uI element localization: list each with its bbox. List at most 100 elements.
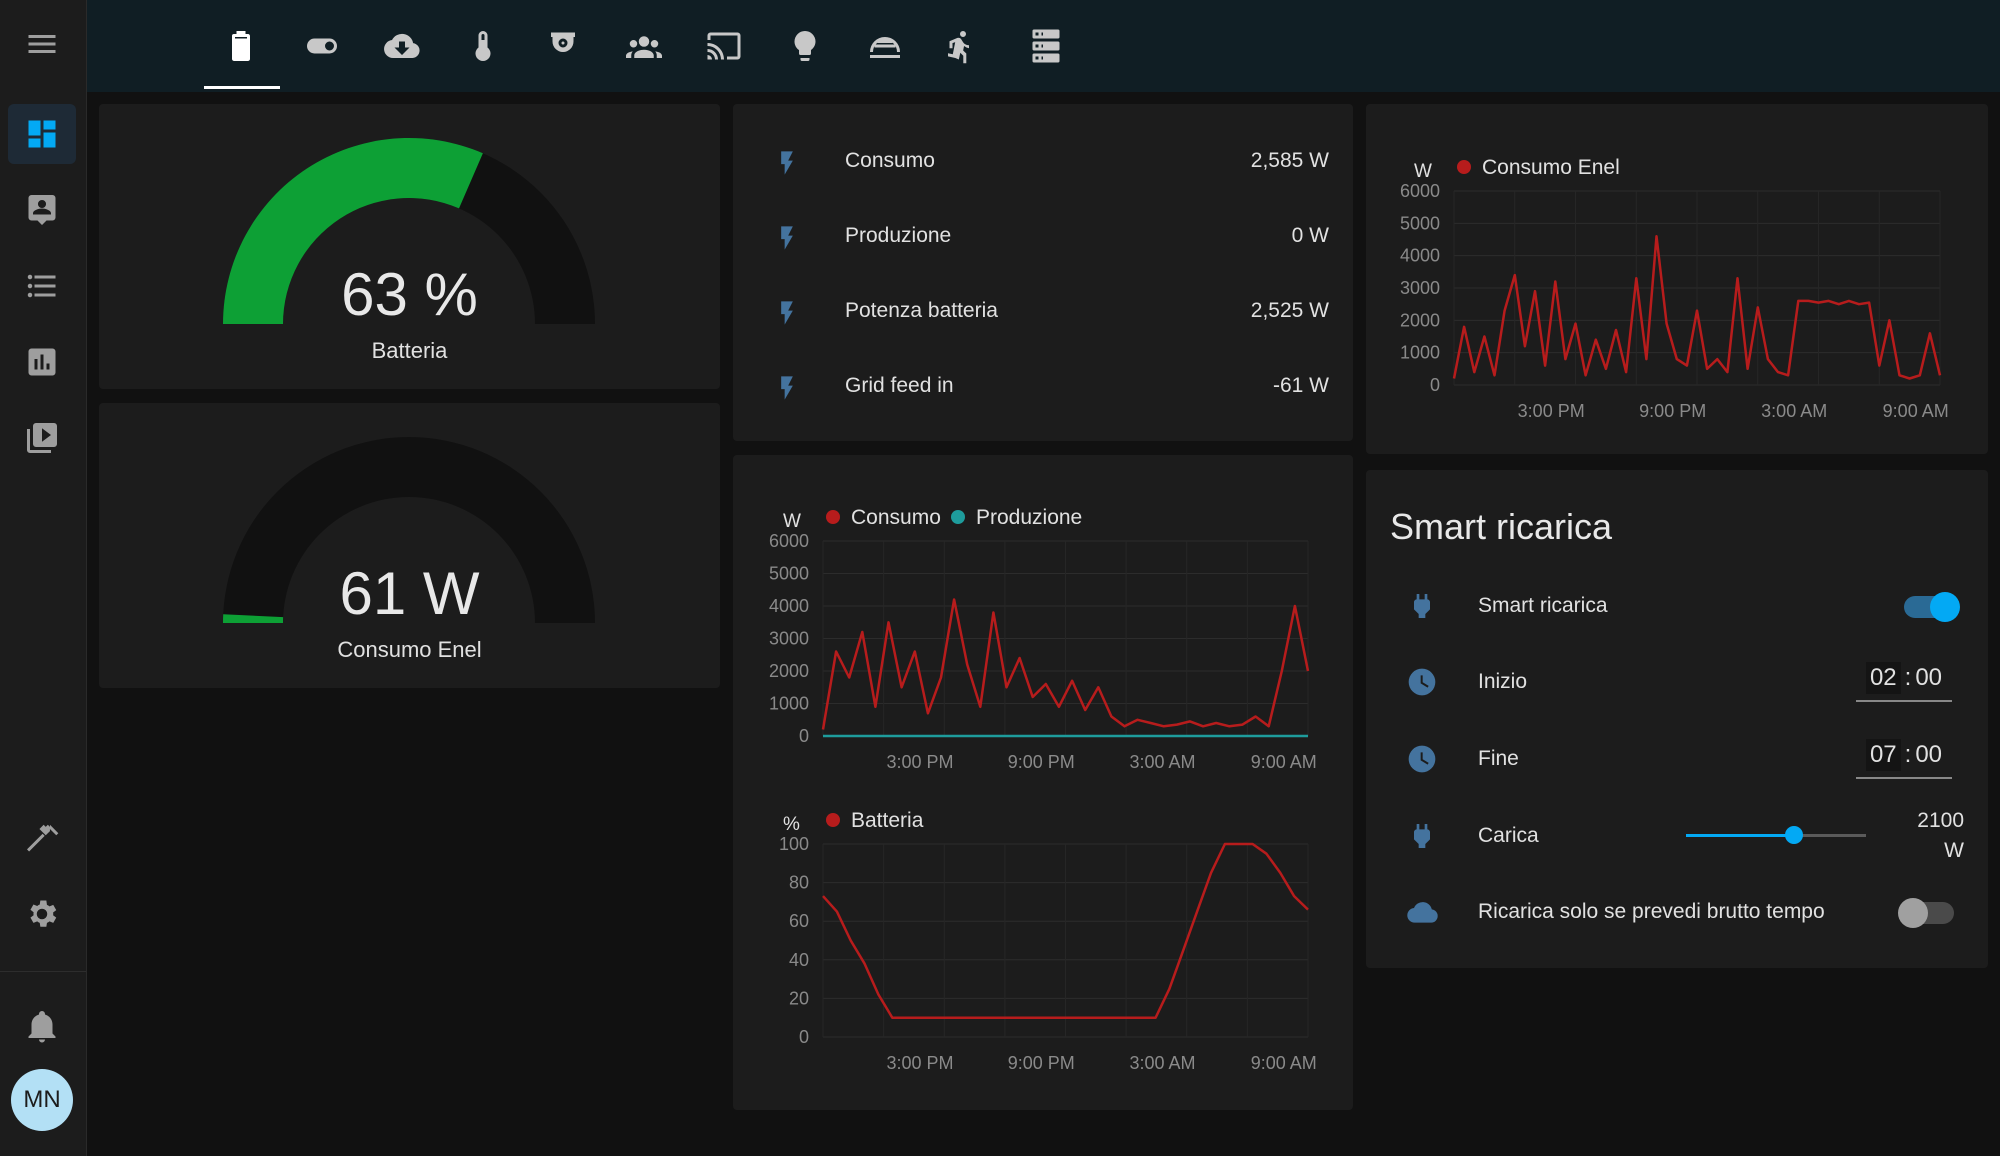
- series-line[interactable]: [1452, 235, 1942, 380]
- tab-cameras[interactable]: [531, 14, 595, 78]
- entity-row-grid-feed-in[interactable]: Grid feed in -61 W: [733, 356, 1353, 416]
- sidebar-item-history[interactable]: [8, 332, 76, 392]
- list-icon: [27, 274, 56, 298]
- minute-field[interactable]: 00: [1915, 664, 1943, 691]
- chart-consumo-produzione[interactable]: W Consumo Produzione 6000 5000 4000 3000 2000 10…: [733, 455, 1353, 775]
- avatar[interactable]: MN: [11, 1069, 73, 1131]
- slider-value: 2100 W: [1917, 806, 1964, 866]
- top-toolbar: [87, 0, 2000, 92]
- sidebar-item-developer-tools[interactable]: [8, 808, 76, 868]
- gauge-fill: [223, 137, 483, 324]
- y-tick-label: 6000: [769, 531, 809, 551]
- gauge-fill: [222, 614, 284, 623]
- legend-label[interactable]: Consumo: [851, 506, 941, 529]
- entity-row-produzione[interactable]: Produzione 0 W: [733, 206, 1353, 266]
- slider-thumb[interactable]: [1785, 826, 1803, 844]
- toggle-icon: [307, 38, 337, 54]
- tab-weather[interactable]: [853, 14, 917, 78]
- media-icon: [27, 423, 57, 453]
- hamburger-icon: [28, 35, 56, 53]
- legend-label[interactable]: Produzione: [976, 506, 1082, 529]
- chart-batteria[interactable]: % Batteria 100 80 60 40 20 0 3:00 PM 9:00 PM 3:00 …: [733, 775, 1353, 1095]
- sidebar-item-logbook[interactable]: [8, 256, 76, 316]
- row-brutto-tempo[interactable]: Ricarica solo se prevedi brutto tempo: [1366, 880, 1988, 944]
- flash-icon: [781, 151, 793, 175]
- sidebar-divider: [0, 971, 86, 972]
- lightbulb-icon: [794, 31, 816, 61]
- row-carica[interactable]: Carica 2100 W: [1366, 804, 1988, 868]
- x-tick-label: 3:00 PM: [886, 1053, 953, 1073]
- entity-row-potenza-batteria[interactable]: Potenza batteria 2,525 W: [733, 281, 1353, 341]
- series-line[interactable]: [822, 842, 1309, 1019]
- entity-row-consumo[interactable]: Consumo 2,585 W: [733, 131, 1353, 191]
- y-tick-label: 60: [789, 911, 809, 931]
- legend-label[interactable]: Consumo Enel: [1482, 156, 1620, 179]
- entity-name: Potenza batteria: [845, 299, 998, 322]
- menu-button[interactable]: [8, 14, 76, 74]
- gauge-card-batteria[interactable]: 63 % Batteria: [99, 104, 720, 389]
- legend-label[interactable]: Batteria: [851, 809, 924, 832]
- flash-icon: [781, 226, 793, 250]
- smart-ricarica-toggle[interactable]: [1904, 592, 1960, 622]
- slider-fill: [1686, 834, 1794, 837]
- slider-value-unit: W: [1944, 839, 1964, 862]
- gauge-label: Batteria: [371, 338, 448, 363]
- hammer-icon: [27, 824, 59, 852]
- tab-climate[interactable]: [451, 14, 515, 78]
- x-tick-label: 3:00 AM: [1129, 752, 1195, 772]
- gauge-consumo-enel: [222, 437, 595, 623]
- row-fine[interactable]: Fine 07:00: [1366, 727, 1988, 791]
- y-tick-label: 100: [779, 834, 809, 854]
- hour-field[interactable]: 07: [1865, 739, 1901, 771]
- tab-motion[interactable]: [934, 14, 998, 78]
- y-axis-unit: W: [1414, 161, 1432, 182]
- tab-system[interactable]: [1014, 14, 1078, 78]
- tab-media[interactable]: [692, 14, 756, 78]
- x-tick-label: 3:00 PM: [1518, 401, 1585, 421]
- row-inizio[interactable]: Inizio 02:00: [1366, 650, 1988, 714]
- row-smart-ricarica[interactable]: Smart ricarica: [1366, 574, 1988, 638]
- sidebar-item-settings[interactable]: [8, 884, 76, 944]
- history-graph-card: W Consumo Produzione 6000 5000 4000 3000 2000 10…: [733, 455, 1353, 1110]
- notifications-button[interactable]: [8, 996, 76, 1056]
- x-tick-label: 9:00 PM: [1008, 1053, 1075, 1073]
- tab-lights[interactable]: [773, 14, 837, 78]
- tab-battery[interactable]: [209, 14, 273, 78]
- carica-slider[interactable]: [1686, 824, 1876, 848]
- time-input-inizio[interactable]: 02:00: [1856, 656, 1952, 702]
- tab-people[interactable]: [612, 14, 676, 78]
- y-tick-label: 4000: [769, 596, 809, 616]
- dashboard-icon: [28, 120, 56, 148]
- row-label: Inizio: [1478, 670, 1528, 693]
- x-tick-label: 9:00 AM: [1251, 752, 1317, 772]
- brutto-tempo-toggle[interactable]: [1898, 898, 1954, 928]
- y-tick-label: 0: [799, 726, 809, 746]
- account-box-icon: [28, 195, 56, 225]
- time-separator: :: [1904, 664, 1912, 691]
- y-axis-unit: %: [783, 814, 800, 835]
- tab-updates[interactable]: [370, 14, 434, 78]
- sidebar-item-map[interactable]: [8, 180, 76, 240]
- chart-consumo-enel[interactable]: W Consumo Enel 6000 5000 4000 3000 2000 1000 0 3:…: [1366, 104, 1988, 454]
- minute-field[interactable]: 00: [1915, 741, 1943, 768]
- row-label: Ricarica solo se prevedi brutto tempo: [1478, 900, 1825, 923]
- flash-icon: [781, 301, 793, 325]
- active-tab-indicator: [204, 86, 280, 89]
- sidebar-item-media[interactable]: [8, 408, 76, 468]
- thermometer-icon: [475, 31, 491, 61]
- card-title: Smart ricarica: [1390, 506, 1613, 547]
- entity-name: Grid feed in: [845, 374, 954, 397]
- time-input-fine[interactable]: 07:00: [1856, 733, 1952, 779]
- x-tick-label: 3:00 PM: [886, 752, 953, 772]
- tab-switches[interactable]: [290, 14, 354, 78]
- x-tick-label: 9:00 AM: [1883, 401, 1949, 421]
- y-axis-unit: W: [783, 511, 801, 532]
- legend-marker: [826, 510, 840, 524]
- gear-icon: [30, 900, 57, 927]
- y-tick-label: 3000: [769, 629, 809, 649]
- series-line[interactable]: [821, 598, 1310, 730]
- hour-field[interactable]: 02: [1865, 662, 1901, 694]
- gauge-card-consumo-enel[interactable]: 61 W Consumo Enel: [99, 403, 720, 688]
- sidebar-item-overview[interactable]: [8, 104, 76, 164]
- y-tick-label: 5000: [1400, 213, 1440, 233]
